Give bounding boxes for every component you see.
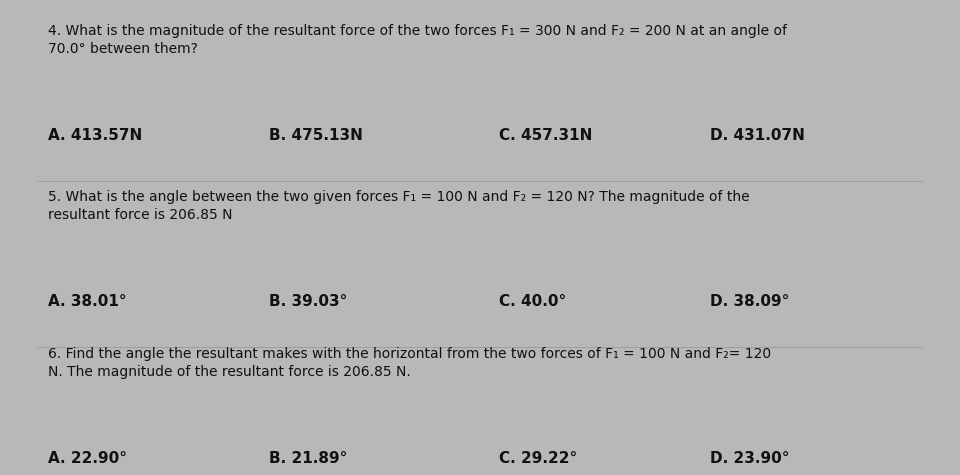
Text: C. 457.31N: C. 457.31N: [499, 128, 592, 143]
Text: A. 38.01°: A. 38.01°: [48, 294, 127, 310]
Text: D. 431.07N: D. 431.07N: [710, 128, 805, 143]
Text: A. 22.90°: A. 22.90°: [48, 451, 127, 466]
Text: 5. What is the angle between the two given forces F₁ = 100 N and F₂ = 120 N? The: 5. What is the angle between the two giv…: [48, 190, 750, 222]
Text: B. 475.13N: B. 475.13N: [269, 128, 363, 143]
Text: 6. Find the angle the resultant makes with the horizontal from the two forces of: 6. Find the angle the resultant makes wi…: [48, 347, 771, 379]
Text: D. 38.09°: D. 38.09°: [710, 294, 790, 310]
Text: C. 29.22°: C. 29.22°: [499, 451, 578, 466]
Text: A. 413.57N: A. 413.57N: [48, 128, 142, 143]
Text: B. 21.89°: B. 21.89°: [269, 451, 348, 466]
Text: C. 40.0°: C. 40.0°: [499, 294, 566, 310]
Text: B. 39.03°: B. 39.03°: [269, 294, 348, 310]
Text: 4. What is the magnitude of the resultant force of the two forces F₁ = 300 N and: 4. What is the magnitude of the resultan…: [48, 24, 787, 56]
Text: D. 23.90°: D. 23.90°: [710, 451, 790, 466]
